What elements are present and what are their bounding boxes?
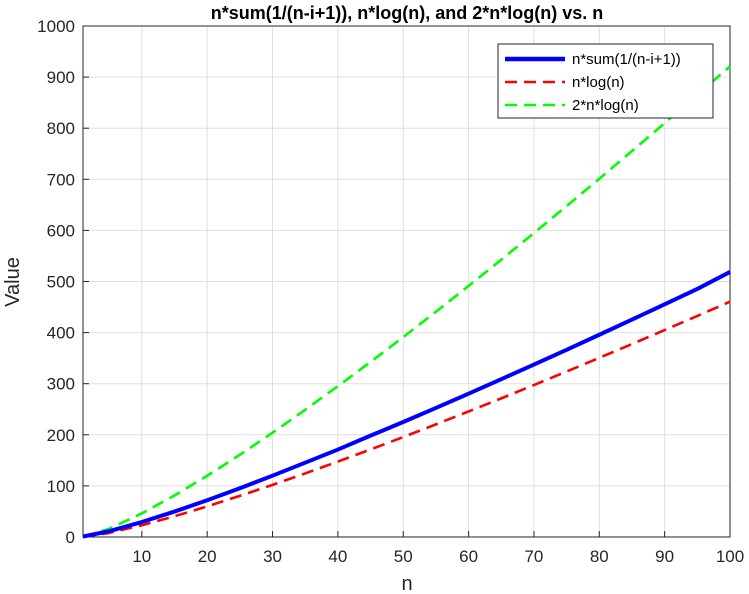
x-axis-label: n: [401, 573, 412, 594]
y-tick-label: 0: [66, 528, 75, 547]
x-tick-label: 50: [394, 547, 413, 566]
x-tick-label: 40: [328, 547, 347, 566]
y-tick-label: 900: [47, 68, 75, 87]
y-tick-label: 200: [47, 426, 75, 445]
x-tick-label: 100: [716, 547, 744, 566]
legend-label-0: n*sum(1/(n-i+1)): [572, 51, 681, 68]
y-tick-label: 300: [47, 375, 75, 394]
plot-lines: [82, 65, 731, 539]
y-tick-label: 100: [47, 477, 75, 496]
x-tick-label: 80: [590, 547, 609, 566]
series-line-2: [82, 65, 731, 539]
legend-label-1: n*log(n): [572, 74, 625, 91]
y-tick-label: 800: [47, 119, 75, 138]
y-tick-label: 500: [47, 273, 75, 292]
series-line-0: [82, 270, 731, 539]
x-axis: 10 20 30 40 50 60 70 80 90 100: [132, 531, 744, 566]
series-line-1: [82, 300, 731, 539]
chart-title: n*sum(1/(n-i+1)), n*log(n), and 2*n*log(…: [211, 3, 604, 23]
x-tick-label: 70: [524, 547, 543, 566]
x-tick-label: 90: [655, 547, 674, 566]
legend-label-2: 2*n*log(n): [572, 97, 639, 114]
x-tick-label: 20: [198, 547, 217, 566]
y-tick-label: 700: [47, 170, 75, 189]
x-tick-label: 30: [263, 547, 282, 566]
y-axis-label: Value: [2, 257, 24, 307]
x-tick-label: 60: [459, 547, 478, 566]
y-axis: 0 100 200 300 400 500 600 700 800 900 1000: [37, 17, 89, 547]
y-tick-label: 1000: [37, 17, 75, 36]
x-tick-label: 10: [132, 547, 151, 566]
legend: n*sum(1/(n-i+1)) n*log(n) 2*n*log(n): [497, 43, 714, 119]
y-tick-label: 400: [47, 324, 75, 343]
y-tick-label: 600: [47, 221, 75, 240]
